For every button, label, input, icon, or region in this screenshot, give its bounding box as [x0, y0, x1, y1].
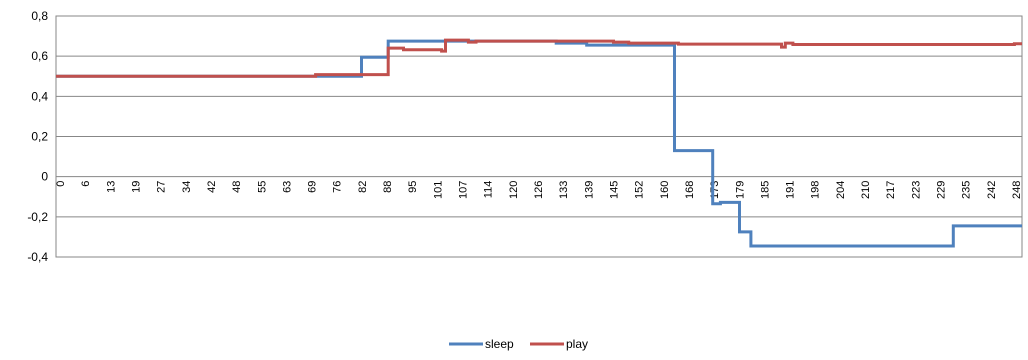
x-tick-label: 88	[382, 181, 394, 193]
x-tick-label: 101	[432, 181, 444, 199]
x-tick-label: 168	[684, 181, 696, 199]
x-tick-label: 120	[508, 181, 520, 199]
x-tick-label: 27	[156, 181, 168, 193]
series-lines	[56, 38, 1022, 248]
legend-item-play: play	[530, 337, 588, 351]
x-tick-label: 217	[885, 181, 897, 199]
x-tick-label: 126	[533, 181, 545, 199]
x-tick-label: 223	[910, 181, 922, 199]
x-tick-label: 107	[458, 181, 470, 199]
x-tick-label: 198	[810, 181, 822, 199]
x-tick-label: 133	[558, 181, 570, 199]
x-axis-tick-labels: 0 6 13 19 27 34 42 48 55 63 69 76 82 88 95 101 107 114 120…	[55, 181, 1023, 199]
y-tick-label: -0,2	[27, 210, 48, 224]
x-tick-label: 210	[860, 181, 872, 199]
x-tick-label: 235	[961, 181, 973, 199]
x-tick-label: 19	[130, 181, 142, 193]
x-tick-label: 185	[759, 181, 771, 199]
legend-label: sleep	[485, 337, 514, 351]
x-tick-label: 13	[105, 181, 117, 193]
legend: sleep play	[449, 337, 588, 351]
x-tick-label: 76	[332, 181, 344, 193]
y-axis-tick-labels: -0,4 -0,2 0 0,2 0,4 0,6 0,8	[27, 9, 48, 264]
x-tick-label: 48	[231, 181, 243, 193]
x-tick-label: 6	[80, 181, 92, 187]
x-tick-label: 0	[55, 181, 67, 187]
x-tick-label: 95	[407, 181, 419, 193]
x-tick-label: 160	[659, 181, 671, 199]
x-tick-label: 152	[634, 181, 646, 199]
x-tick-label: 139	[583, 181, 595, 199]
y-tick-label: 0,4	[31, 89, 48, 103]
x-tick-label: 173	[709, 181, 721, 199]
x-tick-label: 242	[986, 181, 998, 199]
x-tick-label: 229	[936, 181, 948, 199]
x-tick-label: 34	[181, 181, 193, 193]
x-tick-label: 179	[734, 181, 746, 199]
series-line-play	[56, 38, 1022, 78]
x-tick-label: 63	[281, 181, 293, 193]
y-tick-label: 0,2	[31, 130, 48, 144]
y-tick-label: 0,6	[31, 49, 48, 63]
x-tick-label: 248	[1011, 181, 1023, 199]
plot-area-border	[55, 15, 1023, 258]
legend-item-sleep: sleep	[449, 337, 514, 351]
y-tick-label: 0	[41, 170, 48, 184]
x-tick-label: 145	[608, 181, 620, 199]
x-tick-label: 114	[483, 181, 495, 199]
x-tick-label: 69	[307, 181, 319, 193]
x-tick-label: 55	[256, 181, 268, 193]
x-tick-label: 82	[357, 181, 369, 193]
x-tick-label: 42	[206, 181, 218, 193]
y-tick-label: -0,4	[27, 250, 48, 264]
x-tick-label: 204	[835, 181, 847, 199]
y-tick-label: 0,8	[31, 9, 48, 23]
x-tick-label: 191	[785, 181, 797, 199]
axes	[55, 15, 1023, 258]
legend-label: play	[566, 337, 588, 351]
